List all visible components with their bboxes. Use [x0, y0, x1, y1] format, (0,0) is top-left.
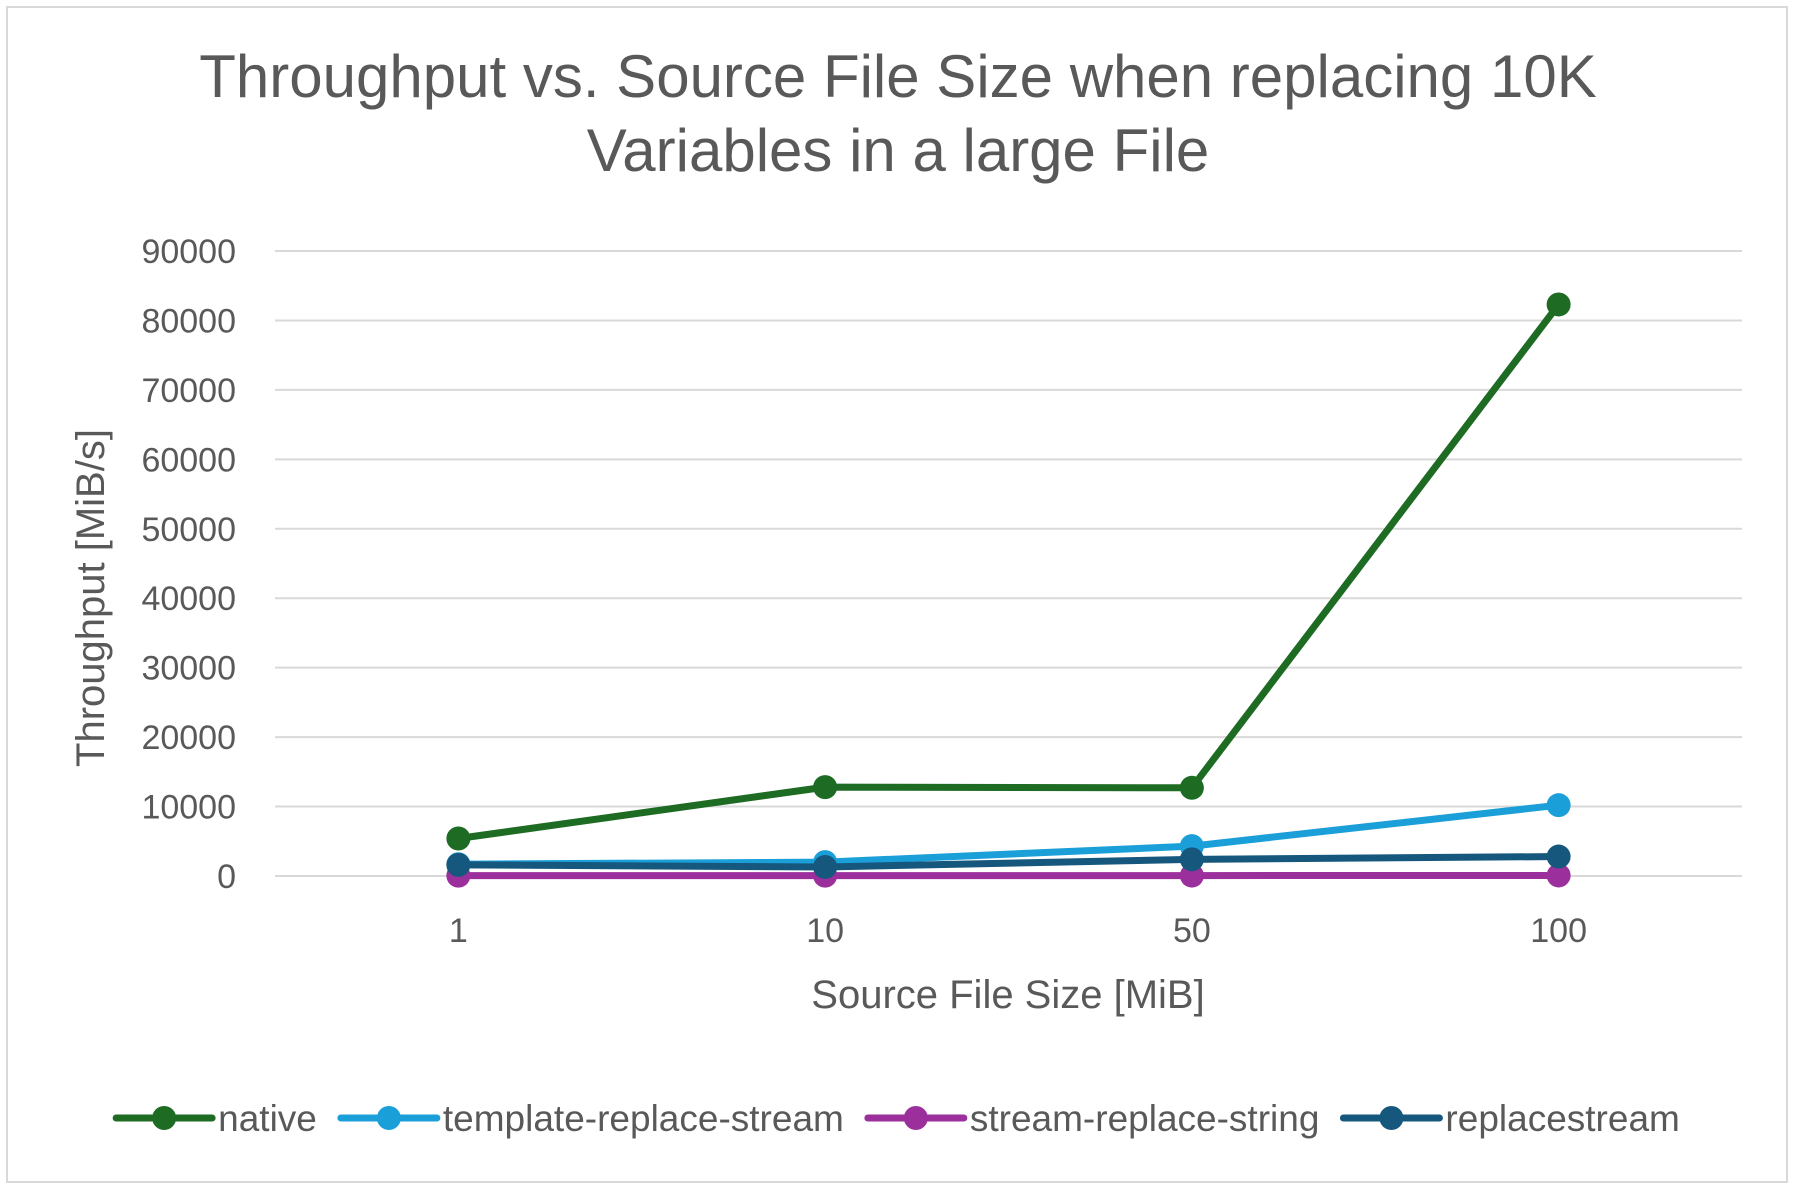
- y-axis-title: Throughput [MiB/s]: [69, 429, 113, 767]
- data-point: [1546, 292, 1571, 317]
- series-line: [454, 300, 1563, 842]
- legend-label: template-replace-stream: [443, 1098, 844, 1139]
- y-tick-label: 10000: [141, 789, 236, 827]
- series-replacestream: [446, 844, 1571, 879]
- x-tick-label: 100: [1530, 912, 1587, 950]
- chart-frame: [6, 6, 1788, 1183]
- legend-marker: [152, 1106, 177, 1130]
- data-point: [813, 775, 838, 800]
- legend-item: template-replace-stream: [337, 1098, 844, 1139]
- data-point: [1546, 793, 1571, 818]
- series-native: [446, 292, 1571, 851]
- x-tick-label: 1: [449, 912, 468, 950]
- y-tick-label: 30000: [141, 650, 236, 688]
- y-tick-label: 90000: [141, 233, 236, 271]
- data-point: [1546, 844, 1571, 869]
- y-tick-label: 80000: [141, 302, 236, 340]
- legend: native template-replace-stream stream-repl…: [112, 1098, 1680, 1139]
- y-tick-label: 20000: [141, 719, 236, 757]
- y-tick-label: 60000: [141, 441, 236, 479]
- chart-title-line-2: Variables in a large File: [586, 117, 1210, 184]
- y-tick-label: 0: [217, 858, 236, 896]
- legend-label: replacestream: [1445, 1098, 1679, 1139]
- legend-item: stream-replace-string: [864, 1098, 1320, 1139]
- x-tick-label: 10: [806, 912, 844, 950]
- data-point: [1546, 863, 1571, 888]
- x-axis-ticks: 1 10 50 100: [449, 912, 1587, 950]
- x-tick-label: 50: [1173, 912, 1211, 950]
- x-axis-title: Source File Size [MiB]: [811, 973, 1204, 1017]
- series-line: [454, 853, 1563, 871]
- gridlines: [275, 250, 1742, 877]
- legend-item: replacestream: [1339, 1098, 1680, 1139]
- legend-marker: [376, 1106, 401, 1130]
- legend-marker: [1379, 1106, 1404, 1130]
- y-tick-label: 70000: [141, 372, 236, 410]
- legend-item: native: [112, 1098, 317, 1139]
- data-point: [1179, 847, 1204, 872]
- legend-label: native: [218, 1098, 317, 1139]
- chart-title: Throughput vs. Source File Size when rep…: [0, 40, 1796, 188]
- y-tick-label: 40000: [141, 580, 236, 618]
- data-point: [446, 852, 471, 877]
- y-tick-label: 50000: [141, 511, 236, 549]
- series-layer: [446, 292, 1571, 888]
- legend-label: stream-replace-string: [970, 1098, 1320, 1139]
- data-point: [446, 826, 471, 851]
- data-point: [1179, 775, 1204, 800]
- data-point: [813, 854, 838, 879]
- legend-marker: [903, 1106, 928, 1130]
- y-axis-ticks: 0 10000 20000 30000 40000 50000 60000 70000 8000…: [141, 233, 236, 896]
- chart-title-line-1: Throughput vs. Source File Size when rep…: [199, 43, 1597, 110]
